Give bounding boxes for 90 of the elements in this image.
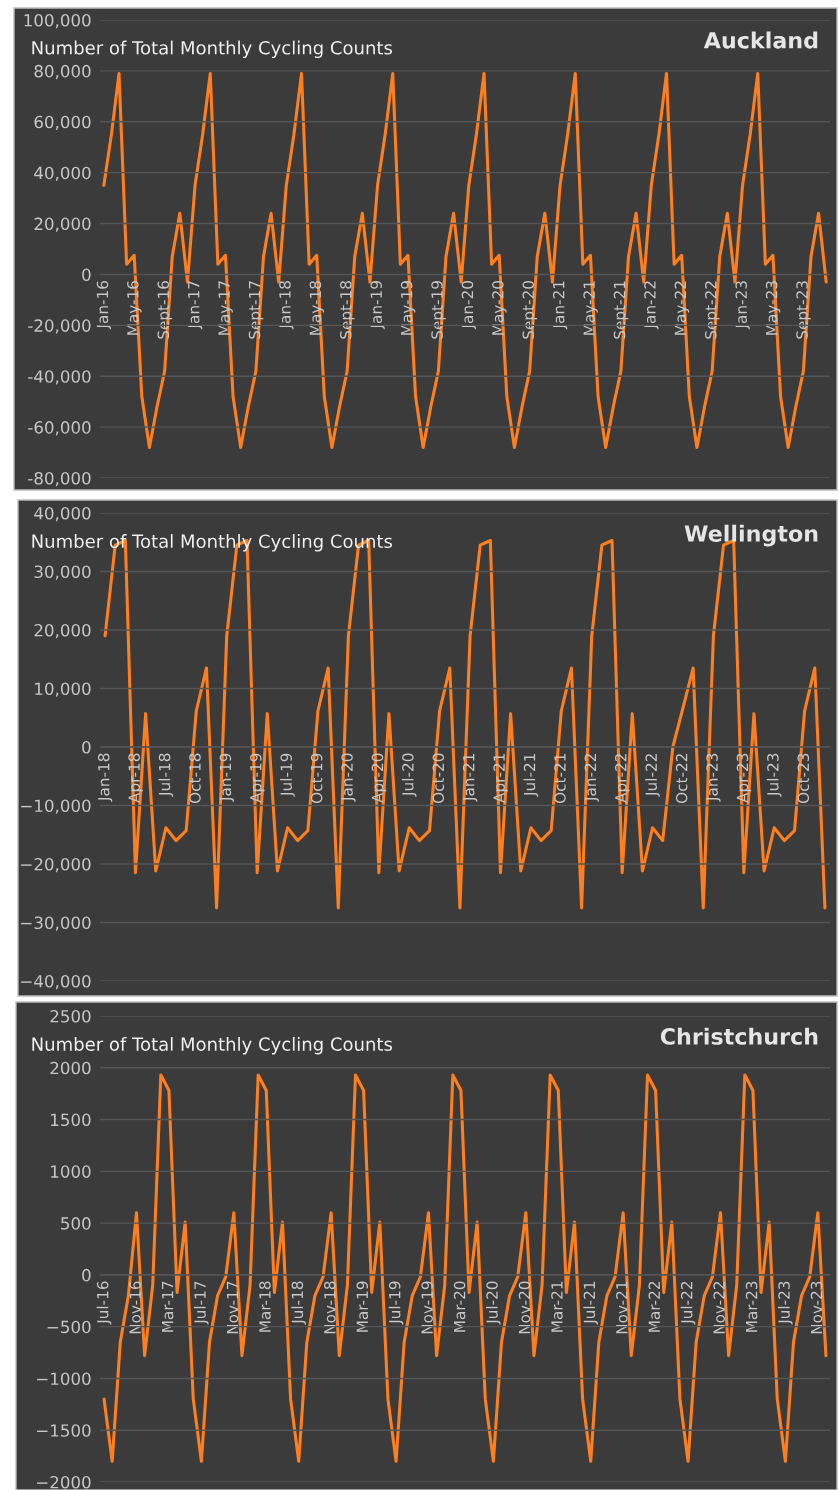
x-tick-label: Mar-20 <box>453 1281 466 1332</box>
x-tick-label: Jul-20 <box>486 1281 501 1325</box>
x-tick-label: Sept-16 <box>157 280 173 339</box>
x-tick-label: Oct-21 <box>554 753 566 804</box>
x-tick-label: Sept-20 <box>522 281 538 339</box>
x-tick-label: Jul-21 <box>523 753 539 797</box>
y-tick-label: 2000 <box>50 1061 91 1075</box>
x-tick-label: Oct-19 <box>310 753 323 804</box>
x-tick-label: Mar-21 <box>551 1281 563 1332</box>
x-tick-label: Sept-22 <box>705 281 720 339</box>
x-tick-label: Jul-16 <box>96 1281 112 1325</box>
y-tick-label: -40,000 <box>28 370 91 385</box>
x-tick-label: Nov-22 <box>713 1281 725 1334</box>
x-tick-label: Nov-21 <box>616 1281 628 1334</box>
x-tick-label: Jul-22 <box>680 1281 696 1325</box>
x-tick-label: Apr-23 <box>736 753 752 803</box>
x-tick-label: Nov-20 <box>518 1281 531 1334</box>
y-tick-label: −40,000 <box>21 974 91 990</box>
y-tick-label: −1500 <box>37 1424 91 1437</box>
y-tick-label: -60,000 <box>28 421 91 436</box>
y-tick-label: 1500 <box>51 1113 91 1127</box>
x-tick-label: Mar-17 <box>162 1281 174 1332</box>
x-tick-label: Sept-23 <box>796 281 811 339</box>
x-tick-label: Sept-18 <box>340 281 355 339</box>
x-tick-label: Sept-21 <box>613 281 629 339</box>
y-tick-label: −2000 <box>37 1475 91 1489</box>
x-tick-label: Mar-22 <box>648 1281 661 1332</box>
y-tick-label: 60,000 <box>34 115 91 131</box>
y-tick-label: 40,000 <box>34 166 91 181</box>
x-tick-label: Jan-23 <box>706 753 721 802</box>
y-tick-label: −10,000 <box>21 799 91 814</box>
y-tick-label: 20,000 <box>34 623 91 639</box>
x-tick-label: Oct-22 <box>675 754 688 804</box>
x-tick-label: Jul-21 <box>583 1281 598 1325</box>
x-tick-label: Oct-23 <box>797 753 810 804</box>
chart-title: Auckland <box>703 31 818 49</box>
x-tick-label: Apr-20 <box>371 753 387 803</box>
y-tick-label: -20,000 <box>28 319 91 334</box>
x-tick-label: Apr-22 <box>615 754 630 803</box>
x-tick-label: Nov-19 <box>421 1281 433 1334</box>
y-tick-label: 10,000 <box>35 682 91 697</box>
text: Number of Total Monthly Cycling Counts <box>32 1036 393 1055</box>
x-tick-label: Jul-17 <box>194 1281 209 1325</box>
x-tick-label: Jul-18 <box>291 1281 306 1325</box>
chart-title: Christchurch <box>660 1027 818 1045</box>
x-tick-label: Nov-23 <box>810 1281 823 1334</box>
x-tick-label: Nov-17 <box>226 1281 239 1334</box>
y-tick-label: −30,000 <box>21 916 91 931</box>
y-tick-label: 80,000 <box>34 64 91 80</box>
y-tick-label: −500 <box>47 1320 91 1334</box>
x-tick-label: Jan-22 <box>584 754 600 802</box>
x-tick-label: Apr-18 <box>128 753 143 803</box>
y-tick-label: 500 <box>61 1217 91 1230</box>
y-tick-label: −20,000 <box>21 857 91 873</box>
x-tick-label: Sept-19 <box>431 281 446 339</box>
y-tick-label: -80,000 <box>28 471 91 487</box>
x-tick-label: Jul-19 <box>388 1281 404 1325</box>
x-tick-label: Nov-16 <box>129 1281 141 1334</box>
x-tick-label: Jan-19 <box>219 753 235 802</box>
x-tick-label: Mar-18 <box>259 1281 271 1332</box>
x-tick-label: Jan-20 <box>341 753 356 802</box>
y-tick-label: 30,000 <box>34 565 91 580</box>
x-tick-label: Jan-21 <box>462 753 478 802</box>
y-tick-label: 20,000 <box>34 217 91 232</box>
x-tick-label: Mar-23 <box>745 1281 758 1332</box>
y-tick-label: 0 <box>82 740 91 754</box>
y-tick-label: 2500 <box>50 1009 91 1023</box>
x-tick-label: Jul-22 <box>645 754 660 797</box>
x-tick-label: Apr-21 <box>493 753 508 803</box>
x-tick-label: Oct-20 <box>432 753 445 804</box>
y-tick-label: 0 <box>82 1268 91 1282</box>
x-tick-label: Jul-20 <box>401 753 417 797</box>
y-tick-label: −1000 <box>37 1372 91 1386</box>
y-tick-label: 40,000 <box>34 506 91 522</box>
x-tick-label: Apr-19 <box>250 753 265 803</box>
y-tick-label: 100,000 <box>24 13 91 29</box>
x-tick-label: Jul-19 <box>280 753 295 797</box>
x-tick-label: Oct-18 <box>189 753 201 804</box>
x-tick-label: Nov-18 <box>324 1281 336 1334</box>
text: Number of Total Monthly Cycling Counts <box>32 40 393 59</box>
x-tick-label: Jul-23 <box>766 753 782 797</box>
text: Wellington <box>684 524 818 547</box>
x-tick-label: Mar-19 <box>356 1281 369 1332</box>
x-tick-label: Jul-18 <box>158 753 174 797</box>
x-tick-label: Jan-16 <box>96 280 112 330</box>
y-tick-label: 0 <box>82 268 91 282</box>
x-tick-label: Sept-17 <box>248 281 264 339</box>
y-tick-label: 1000 <box>51 1165 91 1178</box>
x-tick-label: Jul-23 <box>778 1281 793 1325</box>
x-tick-label: Jan-18 <box>97 753 113 802</box>
